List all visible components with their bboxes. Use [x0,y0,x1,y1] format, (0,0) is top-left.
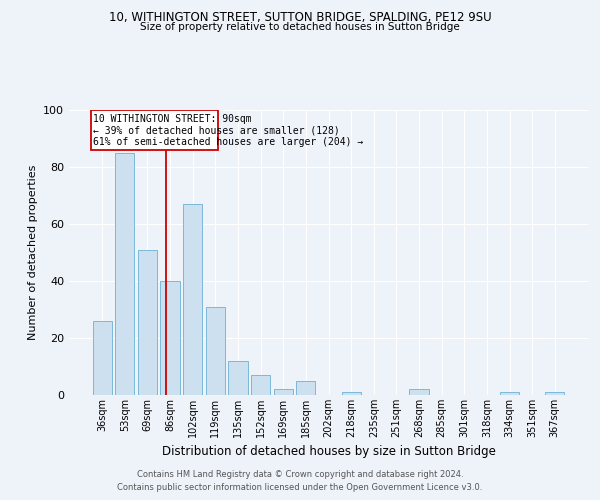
Bar [183,204,202,395]
Text: Size of property relative to detached houses in Sutton Bridge: Size of property relative to detached ho… [140,22,460,32]
Text: 10, WITHINGTON STREET, SUTTON BRIDGE, SPALDING, PE12 9SU: 10, WITHINGTON STREET, SUTTON BRIDGE, SP… [109,11,491,24]
Bar [545,392,565,395]
Bar [341,392,361,395]
Text: Contains HM Land Registry data © Crown copyright and database right 2024.: Contains HM Land Registry data © Crown c… [137,470,463,479]
Y-axis label: Number of detached properties: Number of detached properties [28,165,38,340]
Bar [91,110,218,150]
X-axis label: Distribution of detached houses by size in Sutton Bridge: Distribution of detached houses by size … [161,446,496,458]
Bar [251,375,270,395]
Bar [138,250,157,395]
Bar [92,321,112,395]
Bar [409,390,428,395]
Text: ← 39% of detached houses are smaller (128): ← 39% of detached houses are smaller (12… [93,126,340,136]
Bar [206,306,225,395]
Text: 61% of semi-detached houses are larger (204) →: 61% of semi-detached houses are larger (… [93,137,364,147]
Bar [229,361,248,395]
Bar [274,390,293,395]
Text: 10 WITHINGTON STREET: 90sqm: 10 WITHINGTON STREET: 90sqm [93,114,252,124]
Bar [115,153,134,395]
Text: Contains public sector information licensed under the Open Government Licence v3: Contains public sector information licen… [118,484,482,492]
Bar [296,381,316,395]
Bar [500,392,519,395]
Bar [160,281,180,395]
